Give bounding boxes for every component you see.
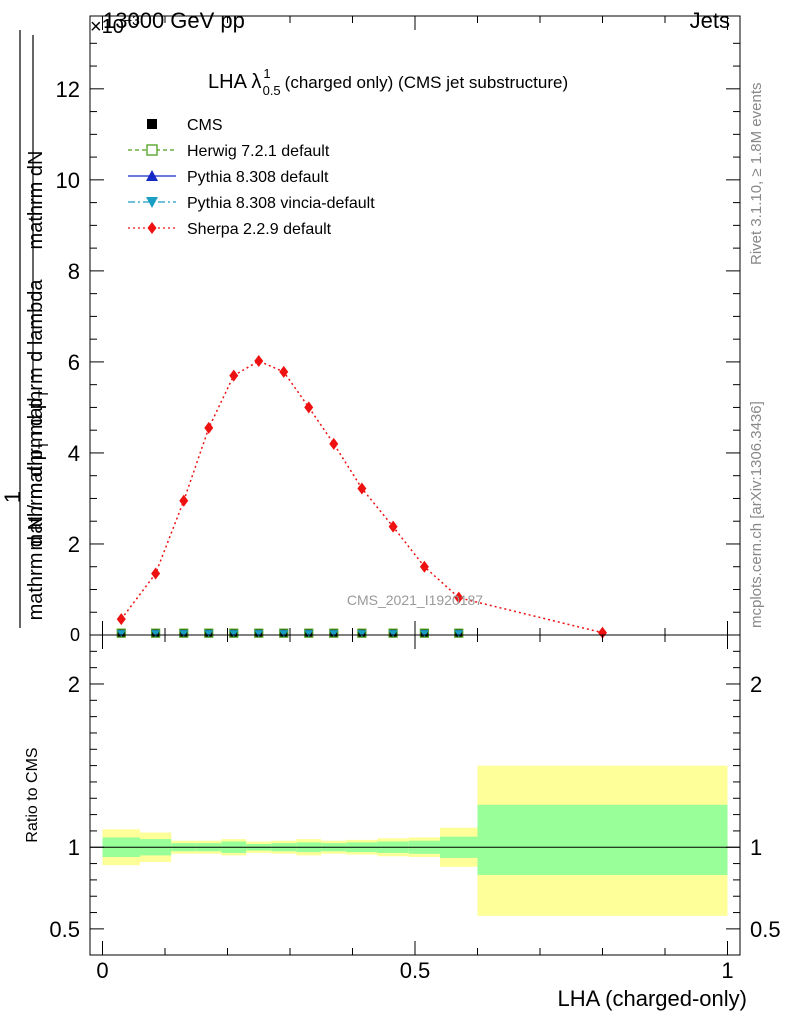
main-y-tick-label: 8 xyxy=(68,259,80,284)
sherpa-point xyxy=(357,482,367,495)
main-y-tick-label: 12 xyxy=(56,77,80,102)
legend-marker xyxy=(146,197,158,208)
ratio-uncertainty-bands xyxy=(102,765,728,916)
legend-marker xyxy=(146,144,158,156)
plot-title: LHA λ 1 0.5 (charged only) (CMS jet substru… xyxy=(208,66,568,98)
sherpa-point xyxy=(454,591,464,604)
legend-label: Sherpa 2.2.9 default xyxy=(187,221,332,238)
legend-label: CMS xyxy=(187,117,223,134)
ratio-y-tick-label: 2 xyxy=(68,672,80,697)
pythia-vincia-point xyxy=(304,630,314,638)
ratio-x-axis: 0 0.5 1 xyxy=(96,635,734,983)
ratio-y-tick-label: 1 xyxy=(68,835,80,860)
sherpa-point xyxy=(204,421,214,434)
ratio-x-tick-label: 0.5 xyxy=(400,958,431,983)
y-label-numerator: mathrm dN xyxy=(25,151,47,250)
analysis-watermark: CMS_2021_I1920187 xyxy=(347,592,483,608)
ratio-y-tick-label: 0.5 xyxy=(49,917,80,942)
main-plot-frame xyxy=(89,15,741,636)
pythia-vincia-point xyxy=(151,630,161,638)
sherpa-point xyxy=(254,355,264,368)
ratio-y-tick-label-right: 0.5 xyxy=(750,917,781,942)
sherpa-point xyxy=(116,613,126,626)
pythia-vincia-point xyxy=(116,630,126,638)
ratio-y-axis: 0.5 0.5 1 1 2 2 xyxy=(49,650,781,942)
legend-entry: Pythia 8.308 vincia-default xyxy=(128,195,375,212)
main-plot-area: 0 2 4 6 8 10 12 xyxy=(56,15,741,645)
sherpa-point xyxy=(598,626,607,639)
x-axis-label: LHA (charged-only) xyxy=(557,986,747,1011)
main-y-label: 1 mathrm dN mathrm d pT mathrm d lambda … xyxy=(0,30,51,628)
ratio-y-label: Ratio to CMS xyxy=(24,747,41,842)
main-x-axis-ticks xyxy=(102,16,728,635)
legend-entry: Pythia 8.308 default xyxy=(128,169,329,186)
sherpa-point xyxy=(419,560,429,573)
sherpa-point xyxy=(179,494,189,507)
sherpa-point xyxy=(229,369,239,382)
pythia-vincia-point xyxy=(419,630,429,638)
legend-entry: CMS xyxy=(147,117,223,134)
pythia-vincia-point xyxy=(229,630,239,638)
pythia-vincia-point xyxy=(179,630,189,638)
y-label-fraction-numerator: 1 xyxy=(0,491,25,503)
pythia-vincia-point xyxy=(454,630,464,638)
pythia-vincia-point xyxy=(329,630,339,638)
legend-label: Pythia 8.308 default xyxy=(187,169,329,186)
ratio-y-tick-label-right: 1 xyxy=(750,835,762,860)
main-y-axis: 0 2 4 6 8 10 12 xyxy=(56,42,740,645)
pythia-vincia-point xyxy=(204,630,214,638)
header-right-label: Jets xyxy=(690,8,730,33)
ratio-x-tick-label: 1 xyxy=(721,958,733,983)
sherpa-point xyxy=(329,437,339,450)
legend: CMS Herwig 7.2.1 default Pythia 8.308 defa… xyxy=(128,117,375,238)
legend-entry: Herwig 7.2.1 default xyxy=(128,143,330,160)
legend-label: Pythia 8.308 vincia-default xyxy=(187,195,375,212)
ratio-y-tick-label-right: 2 xyxy=(750,672,762,697)
main-y-tick-label: 2 xyxy=(68,532,80,557)
main-y-tick-label: 6 xyxy=(68,350,80,375)
sherpa-point xyxy=(279,365,289,378)
series-sherpa xyxy=(116,355,607,639)
y-label-mid: mathrm d pT mathrm d lambda xyxy=(25,279,51,551)
pythia-vincia-point xyxy=(279,630,289,638)
legend-marker xyxy=(146,170,158,181)
legend-marker xyxy=(147,119,157,129)
rivet-label: Rivet 3.1.10, ≥ 1.8M events xyxy=(748,83,765,266)
mcplots-label: mcplots.cern.ch [arXiv:1306.3436] xyxy=(748,401,765,628)
pythia-vincia-point xyxy=(388,630,398,638)
ratio-plot-area: 0.5 0.51 12 2 0 0.5 1 xyxy=(49,634,781,983)
header-left-label: 13000 GeV pp xyxy=(103,8,245,33)
legend-entry: Sherpa 2.2.9 default xyxy=(128,221,332,238)
legend-marker xyxy=(147,222,157,234)
main-y-tick-label: 10 xyxy=(56,168,80,193)
ratio-inner-band xyxy=(477,804,728,875)
main-y-tick-label: 0 xyxy=(70,625,80,645)
sherpa-point xyxy=(388,520,398,533)
main-y-tick-label: 4 xyxy=(68,441,80,466)
legend-label: Herwig 7.2.1 default xyxy=(187,143,330,160)
pythia-vincia-point xyxy=(254,630,264,638)
series-flat-markers xyxy=(116,628,464,638)
y-label-top-denominator: mathrm d N / mathrm d pT xyxy=(25,389,51,620)
pythia-vincia-point xyxy=(357,630,367,638)
sherpa-point xyxy=(151,567,161,580)
ratio-x-tick-label: 0 xyxy=(96,958,108,983)
sherpa-point xyxy=(304,401,314,414)
